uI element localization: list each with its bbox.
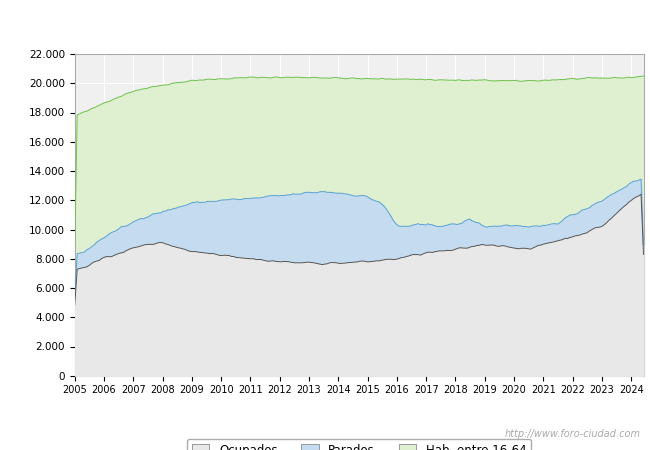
Legend: Ocupados, Parados, Hab. entre 16-64: Ocupados, Parados, Hab. entre 16-64 <box>187 439 531 450</box>
Text: http://www.foro-ciudad.com: http://www.foro-ciudad.com <box>504 429 640 439</box>
Text: Culleredo - Evolucion de la poblacion en edad de Trabajar Mayo de 2024: Culleredo - Evolucion de la poblacion en… <box>83 17 567 30</box>
